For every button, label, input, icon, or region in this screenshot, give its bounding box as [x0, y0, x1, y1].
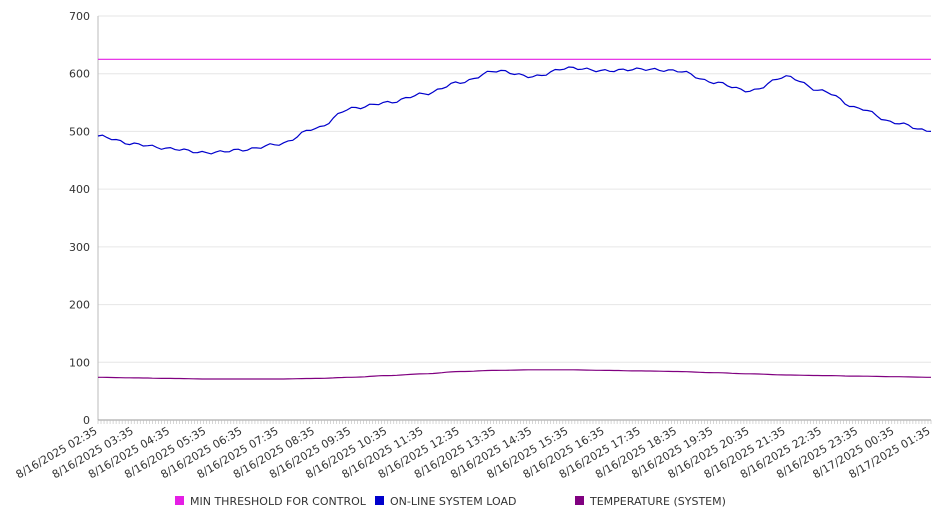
- y-tick-label: 100: [69, 356, 90, 369]
- y-tick-label: 600: [69, 68, 90, 81]
- y-tick-label: 0: [83, 414, 90, 427]
- series-line-1: [97, 66, 932, 155]
- x-axis-ticks: 8/16/2025 02:358/16/2025 03:358/16/2025 …: [14, 424, 933, 481]
- y-tick-label: 200: [69, 299, 90, 312]
- series-line-2: [98, 369, 931, 380]
- y-axis-ticks: 0 100 200 300 400 500 600 700: [69, 10, 90, 427]
- legend-label-0: MIN THRESHOLD FOR CONTROL: [190, 495, 367, 508]
- legend-swatch-2: [575, 496, 584, 505]
- legend-label-1: ON-LINE SYSTEM LOAD: [390, 495, 516, 508]
- legend: MIN THRESHOLD FOR CONTROL ON-LINE SYSTEM …: [175, 495, 726, 508]
- series-lines: [97, 58, 932, 380]
- gridlines: [98, 15, 931, 363]
- legend-swatch-1: [375, 496, 384, 505]
- y-tick-label: 700: [69, 10, 90, 23]
- legend-label-2: TEMPERATURE (SYSTEM): [589, 495, 726, 508]
- y-tick-label: 400: [69, 183, 90, 196]
- legend-swatch-0: [175, 496, 184, 505]
- axes: [97, 16, 932, 424]
- y-tick-label: 500: [69, 125, 90, 138]
- y-tick-label: 300: [69, 241, 90, 254]
